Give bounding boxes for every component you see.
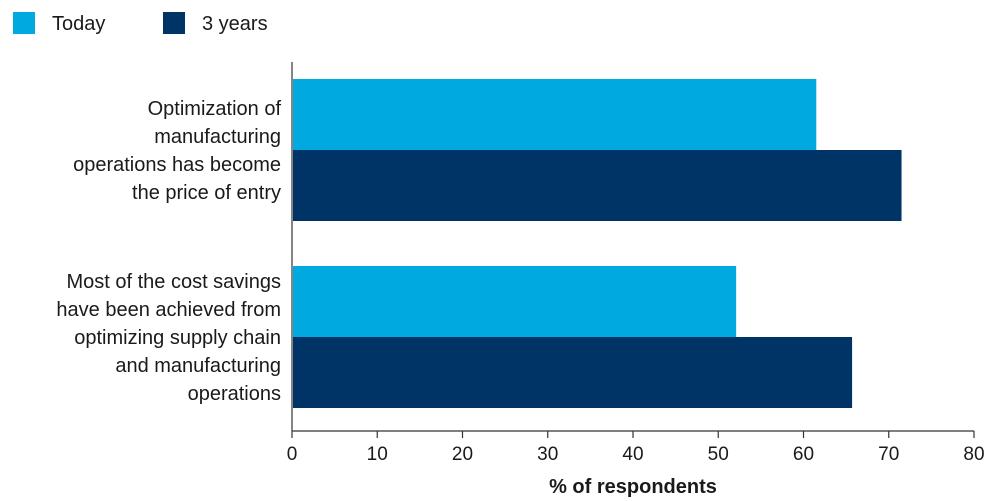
x-tick-label: 20 [452, 444, 473, 465]
legend-label-3-years: 3 years [202, 13, 268, 35]
x-axis-title: % of respondents [549, 476, 717, 498]
x-tick-label: 80 [963, 444, 984, 465]
category-label-line: optimizing supply chain [74, 327, 281, 349]
x-tick-label: 10 [367, 444, 388, 465]
bar-3-years-1 [293, 150, 902, 221]
category-label-line: manufacturing [154, 126, 281, 148]
category-label-line: and manufacturing [115, 355, 281, 377]
x-tick-label: 60 [793, 444, 814, 465]
legend-label-today: Today [52, 13, 105, 35]
category-labels: Optimization of manufacturing operations h… [56, 98, 281, 405]
legend-swatch-3-years [163, 12, 185, 34]
legend: Today 3 years [13, 12, 268, 35]
category-label-line: operations [188, 383, 281, 405]
bar-3-years-2 [293, 337, 853, 408]
category-label-line: have been achieved from [56, 299, 281, 321]
category-label-line: the price of entry [132, 182, 281, 204]
legend-swatch-today [13, 12, 35, 34]
x-tick-label: 70 [878, 444, 899, 465]
category-label-line: Optimization of [148, 98, 282, 120]
category-label-line: Most of the cost savings [66, 271, 281, 293]
x-tick-label: 40 [622, 444, 643, 465]
bar-today-2 [293, 266, 737, 337]
category-label-line: operations has become [73, 154, 281, 176]
x-ticks: 0 10 20 30 40 50 60 70 80 [287, 431, 985, 465]
x-tick-label: 50 [708, 444, 729, 465]
x-tick-label: 0 [287, 444, 298, 465]
bars [293, 79, 902, 408]
bar-today-1 [293, 79, 817, 150]
x-tick-label: 30 [537, 444, 558, 465]
